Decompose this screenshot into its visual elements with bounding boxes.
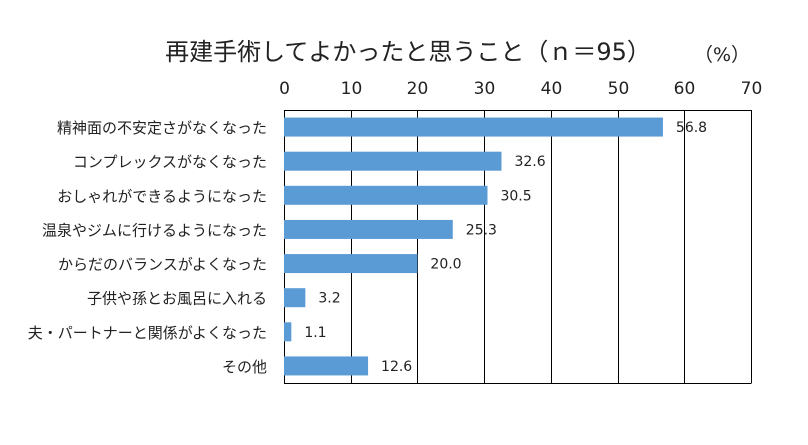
data-label: 12.6 xyxy=(381,359,412,375)
x-tick-label: 60 xyxy=(674,79,696,99)
data-label: 25.3 xyxy=(466,222,497,238)
data-label: 32.6 xyxy=(514,154,545,170)
x-tick-label: 40 xyxy=(541,79,563,99)
bar xyxy=(284,185,488,205)
bar xyxy=(284,322,292,342)
data-label: 20.0 xyxy=(430,257,461,273)
data-label: 30.5 xyxy=(500,188,531,204)
category-label: 精神面の不安定さがなくなった xyxy=(57,119,267,137)
bar xyxy=(284,117,663,137)
category-label: 温泉やジムに行けるようになった xyxy=(42,221,267,239)
bar xyxy=(284,219,453,239)
data-label: 1.1 xyxy=(304,325,326,341)
bar xyxy=(284,356,369,376)
x-tick-label: 50 xyxy=(608,79,630,99)
data-label: 3.2 xyxy=(318,291,340,307)
category-label: からだのバランスがよくなった xyxy=(58,256,267,274)
x-tick-label: 30 xyxy=(474,79,496,99)
x-tick-label: 0 xyxy=(279,79,290,99)
grid-layer xyxy=(284,110,752,384)
bar xyxy=(284,288,306,308)
category-label: おしゃれができるようになった xyxy=(57,187,267,205)
bar xyxy=(284,254,418,274)
category-label: 子供や孫とお風呂に入れる xyxy=(87,290,267,308)
bars-layer xyxy=(284,117,663,376)
x-tick-label: 10 xyxy=(341,79,363,99)
x-tick-label: 20 xyxy=(407,79,429,99)
category-label: 夫・パートナーと関係がよくなった xyxy=(28,324,267,342)
unit-label: （%） xyxy=(694,44,750,66)
category-label: その他 xyxy=(222,358,267,376)
labels-layer: 0 10 20 30 40 50 60 70 精神面の不安定さがなくなった 56.8 コンプレックス… xyxy=(28,79,763,376)
chart-title: 再建手術してよかったと思うこと（ｎ＝95） xyxy=(165,38,651,66)
bar xyxy=(284,151,502,171)
category-label: コンプレックスがなくなった xyxy=(73,153,267,171)
x-tick-label: 70 xyxy=(741,79,763,99)
data-label: 56.8 xyxy=(676,120,707,136)
